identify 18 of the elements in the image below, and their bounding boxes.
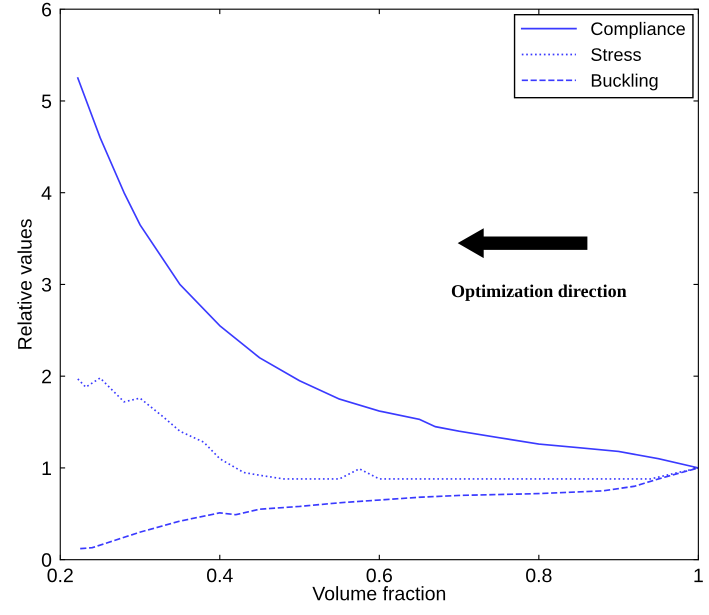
- y-tick-label: 3: [42, 278, 52, 292]
- annotation: Optimization direction: [452, 284, 626, 301]
- legend-label: Buckling: [592, 74, 658, 90]
- y-tick-label: 1: [42, 462, 51, 475]
- x-tick-label: 0.2: [48, 568, 73, 582]
- y-tick-label: 5: [42, 94, 52, 108]
- x-axis-title: Volume fraction: [312, 586, 446, 600]
- x-tick-label: 0.8: [526, 568, 552, 582]
- x-tick-label: 0.6: [366, 568, 392, 582]
- y-tick-label: 2: [42, 370, 51, 384]
- y-tick-label: 6: [42, 2, 52, 16]
- y-tick-label: 0: [42, 553, 52, 567]
- y-axis-title: Relative values: [17, 219, 32, 349]
- legend-label: Stress: [591, 48, 641, 61]
- x-tick-label: 1: [694, 568, 703, 582]
- x-tick-label: 0.4: [207, 568, 233, 582]
- y-tick-label: 4: [42, 186, 52, 200]
- legend-label: Compliance: [591, 22, 685, 39]
